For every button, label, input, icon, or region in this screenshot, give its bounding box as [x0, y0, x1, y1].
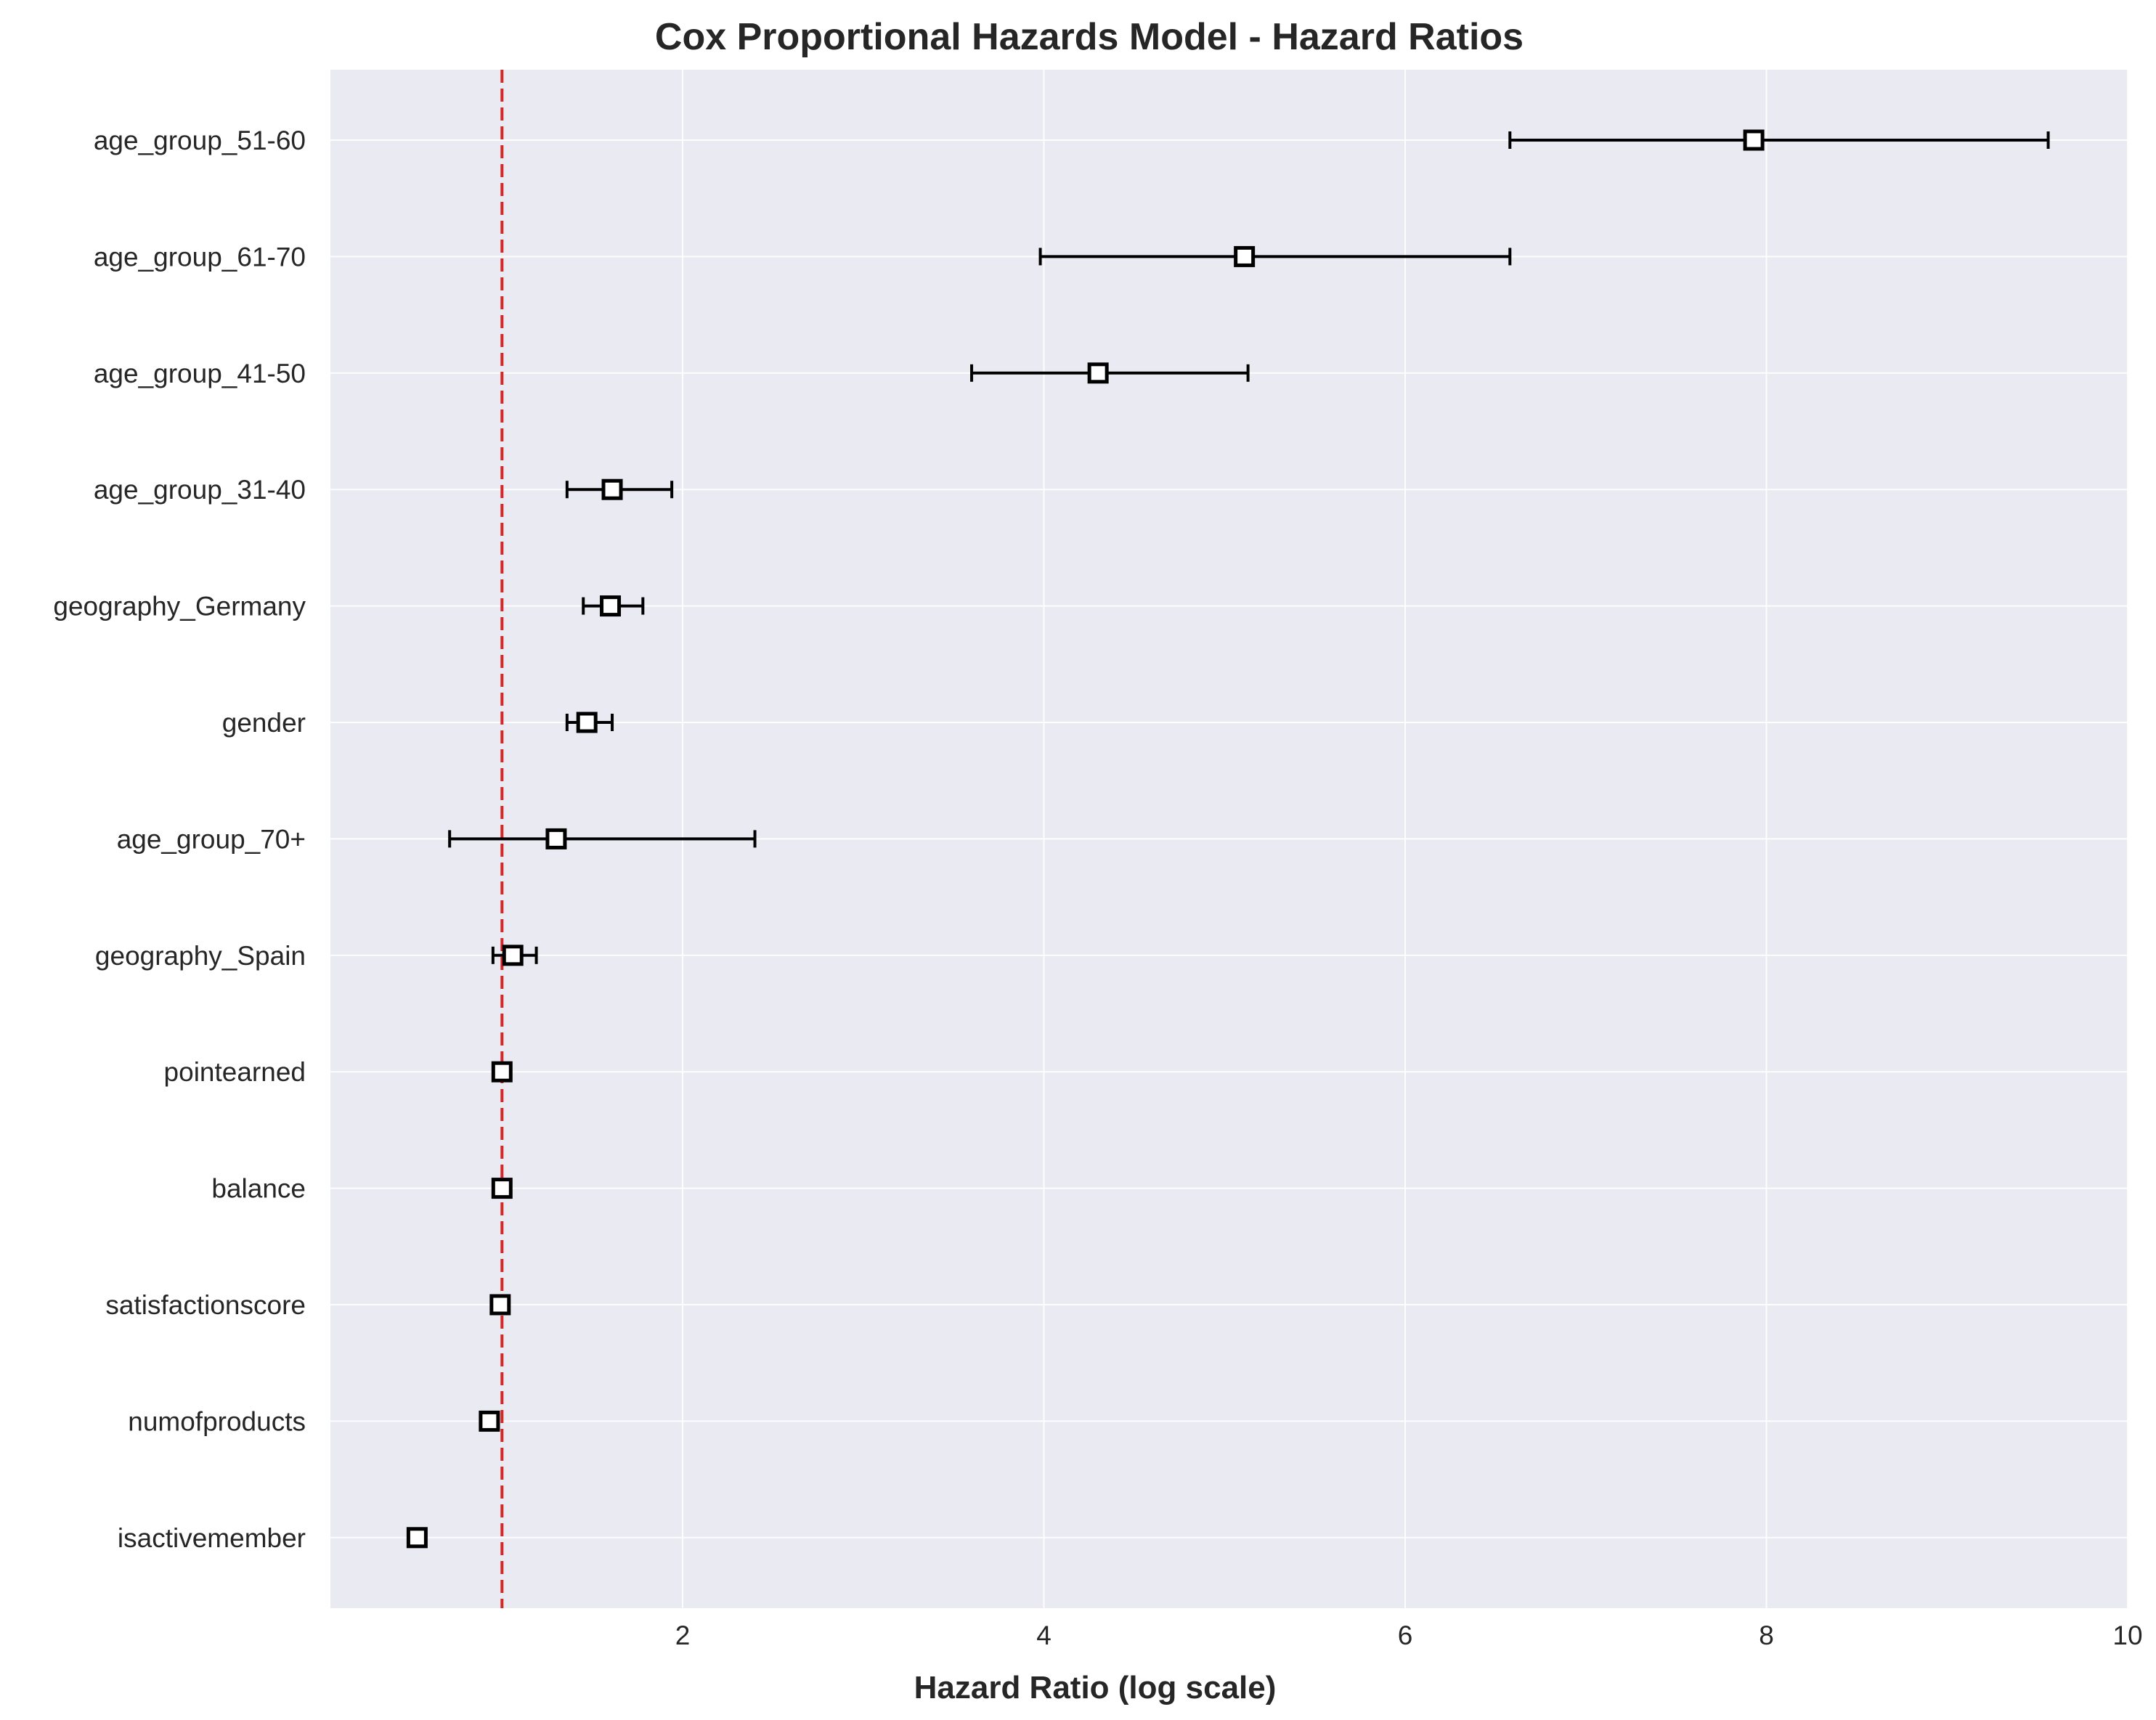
y-tick-label: numofproducts [128, 1406, 306, 1436]
x-tick-label: 4 [1036, 1621, 1051, 1650]
hazard-ratio-markers [406, 129, 1765, 1549]
y-tick-label: isactivemember [118, 1523, 306, 1553]
hazard-ratio-marker [600, 595, 622, 617]
hazard-ratio-marker [601, 478, 623, 500]
hazard-ratio-marker [479, 1410, 500, 1432]
hazard-ratio-marker [491, 1178, 513, 1199]
x-axis-label: Hazard Ratio (log scale) [914, 1670, 1277, 1705]
y-tick-label: geography_Spain [95, 941, 306, 971]
y-tick-label: age_group_51-60 [94, 126, 306, 155]
hazard-ratio-marker [489, 1294, 511, 1316]
hazard-ratio-marker [1087, 362, 1109, 384]
x-tick-label: 6 [1398, 1621, 1413, 1650]
y-tick-label: age_group_70+ [117, 824, 306, 854]
hazard-ratio-marker [1743, 129, 1765, 151]
y-tick-label: geography_Germany [53, 592, 306, 621]
x-tick-label: 10 [2112, 1621, 2142, 1650]
hazard-ratio-marker [576, 712, 598, 733]
y-tick-label: gender [222, 708, 306, 738]
y-tick-label: balance [211, 1174, 306, 1204]
chart-title: Cox Proportional Hazards Model - Hazard … [655, 16, 1524, 58]
x-tick-labels: 2 4 6 8 10 [675, 1621, 2143, 1650]
hazard-ratio-marker [1234, 245, 1256, 267]
y-tick-label: age_group_31-40 [94, 475, 306, 505]
y-tick-label: satisfactionscore [105, 1290, 306, 1320]
y-tick-label: pointearned [164, 1057, 306, 1087]
hazard-ratio-marker [502, 945, 524, 966]
y-tick-label: age_group_41-50 [94, 359, 306, 388]
y-tick-label: age_group_61-70 [94, 242, 306, 272]
hazard-ratio-marker [545, 828, 567, 849]
hazard-ratio-marker [491, 1061, 513, 1083]
hazard-ratio-marker [406, 1527, 428, 1549]
x-tick-label: 2 [675, 1621, 691, 1650]
x-tick-label: 8 [1759, 1621, 1774, 1650]
y-tick-labels: age_group_51-60 age_group_61-70 age_group_… [53, 126, 306, 1553]
